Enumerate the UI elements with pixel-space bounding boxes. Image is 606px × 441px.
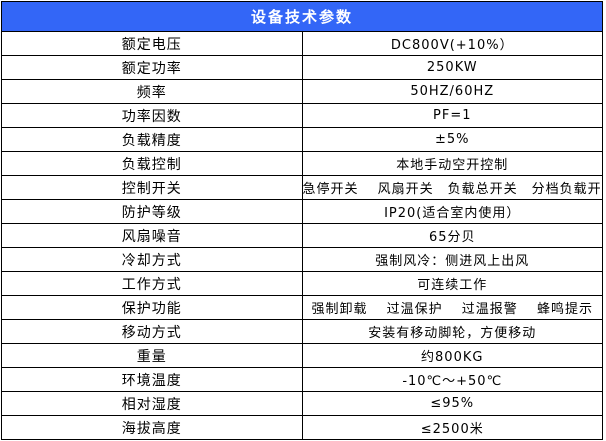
table-row: 相对湿度 ≤95% [1, 391, 603, 416]
param-value: 250KW [301, 55, 603, 80]
table-row: 负载精度 ±5% [1, 127, 603, 152]
param-label: 额定电压 [1, 31, 303, 56]
param-label: 相对湿度 [1, 391, 303, 416]
table-row: 重量 约800KG [1, 343, 603, 368]
table-row: 额定功率 250KW [1, 55, 603, 80]
param-label: 冷却方式 [1, 247, 303, 272]
param-value: ≤2500米 [301, 415, 603, 440]
param-value: 65分贝 [301, 223, 603, 248]
param-value: 强制风冷：侧进风上出风 [301, 247, 603, 272]
param-label: 保护功能 [1, 295, 303, 320]
table-row: 频率 50HZ/60HZ [1, 79, 603, 104]
param-label: 频率 [1, 79, 303, 104]
param-value: 安装有移动脚轮，方便移动 [301, 319, 603, 344]
param-label: 负载控制 [1, 151, 303, 176]
param-label: 额定功率 [1, 55, 303, 80]
param-label: 海拔高度 [1, 415, 303, 440]
param-label: 防护等级 [1, 199, 303, 224]
table-row: 额定电压 DC800V(+10%） [1, 31, 603, 56]
table-row: 负载控制 本地手动空开控制 [1, 151, 603, 176]
param-label: 负载精度 [1, 127, 303, 152]
table-header-row: 设备技术参数 [1, 1, 603, 32]
param-label: 控制开关 [1, 175, 303, 200]
table-row: 环境温度 -10℃～+50℃ [1, 367, 603, 392]
param-value: 急停开关 风扇开关 负载总开关 分档负载开关 档位开关 [301, 175, 603, 200]
param-value: IP20(适合室内使用） [301, 199, 603, 224]
param-value: DC800V(+10%） [301, 31, 603, 56]
table-row: 移动方式 安装有移动脚轮，方便移动 [1, 319, 603, 344]
param-label: 移动方式 [1, 319, 303, 344]
table-row: 海拔高度 ≤2500米 [1, 415, 603, 440]
param-value: ≤95% [301, 391, 603, 416]
param-value: -10℃～+50℃ [301, 367, 603, 392]
param-label: 风扇噪音 [1, 223, 303, 248]
param-value: 可连续工作 [301, 271, 603, 296]
param-value: 50HZ/60HZ [301, 79, 603, 104]
param-value: 本地手动空开控制 [301, 151, 603, 176]
param-label: 功率因数 [1, 103, 303, 128]
param-value: 约800KG [301, 343, 603, 368]
table-row: 保护功能 强制卸载 过温保护 过温报警 蜂鸣提示 [1, 295, 603, 320]
param-value: PF=1 [301, 103, 603, 128]
table-row: 工作方式 可连续工作 [1, 271, 603, 296]
param-value: ±5% [301, 127, 603, 152]
param-label: 工作方式 [1, 271, 303, 296]
param-label: 环境温度 [1, 367, 303, 392]
table-row: 防护等级 IP20(适合室内使用） [1, 199, 603, 224]
param-value: 强制卸载 过温保护 过温报警 蜂鸣提示 [301, 295, 603, 320]
param-label: 重量 [1, 343, 303, 368]
table-row: 风扇噪音 65分贝 [1, 223, 603, 248]
table-row: 控制开关 急停开关 风扇开关 负载总开关 分档负载开关 档位开关 [1, 175, 603, 200]
table-title: 设备技术参数 [1, 1, 603, 32]
table-row: 冷却方式 强制风冷：侧进风上出风 [1, 247, 603, 272]
table-row: 功率因数 PF=1 [1, 103, 603, 128]
